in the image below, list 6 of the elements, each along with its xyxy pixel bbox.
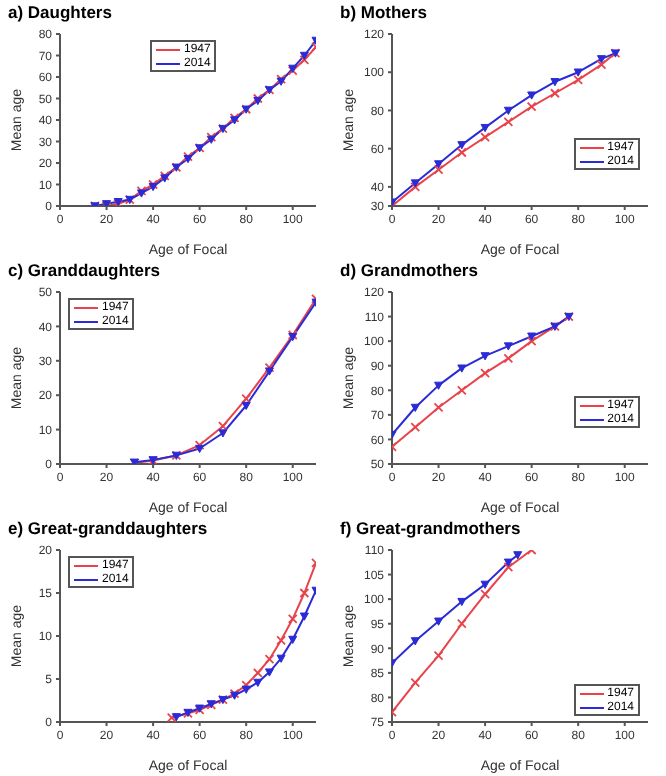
- chart-title: f) Great-grandmothers: [338, 516, 523, 542]
- chart-title: c) Granddaughters: [6, 258, 163, 284]
- chart-title: a) Daughters: [6, 0, 114, 26]
- chart-title: b) Mothers: [338, 0, 429, 26]
- chart-title: e) Great-granddaughters: [6, 516, 210, 542]
- chart-title: d) Grandmothers: [338, 258, 480, 284]
